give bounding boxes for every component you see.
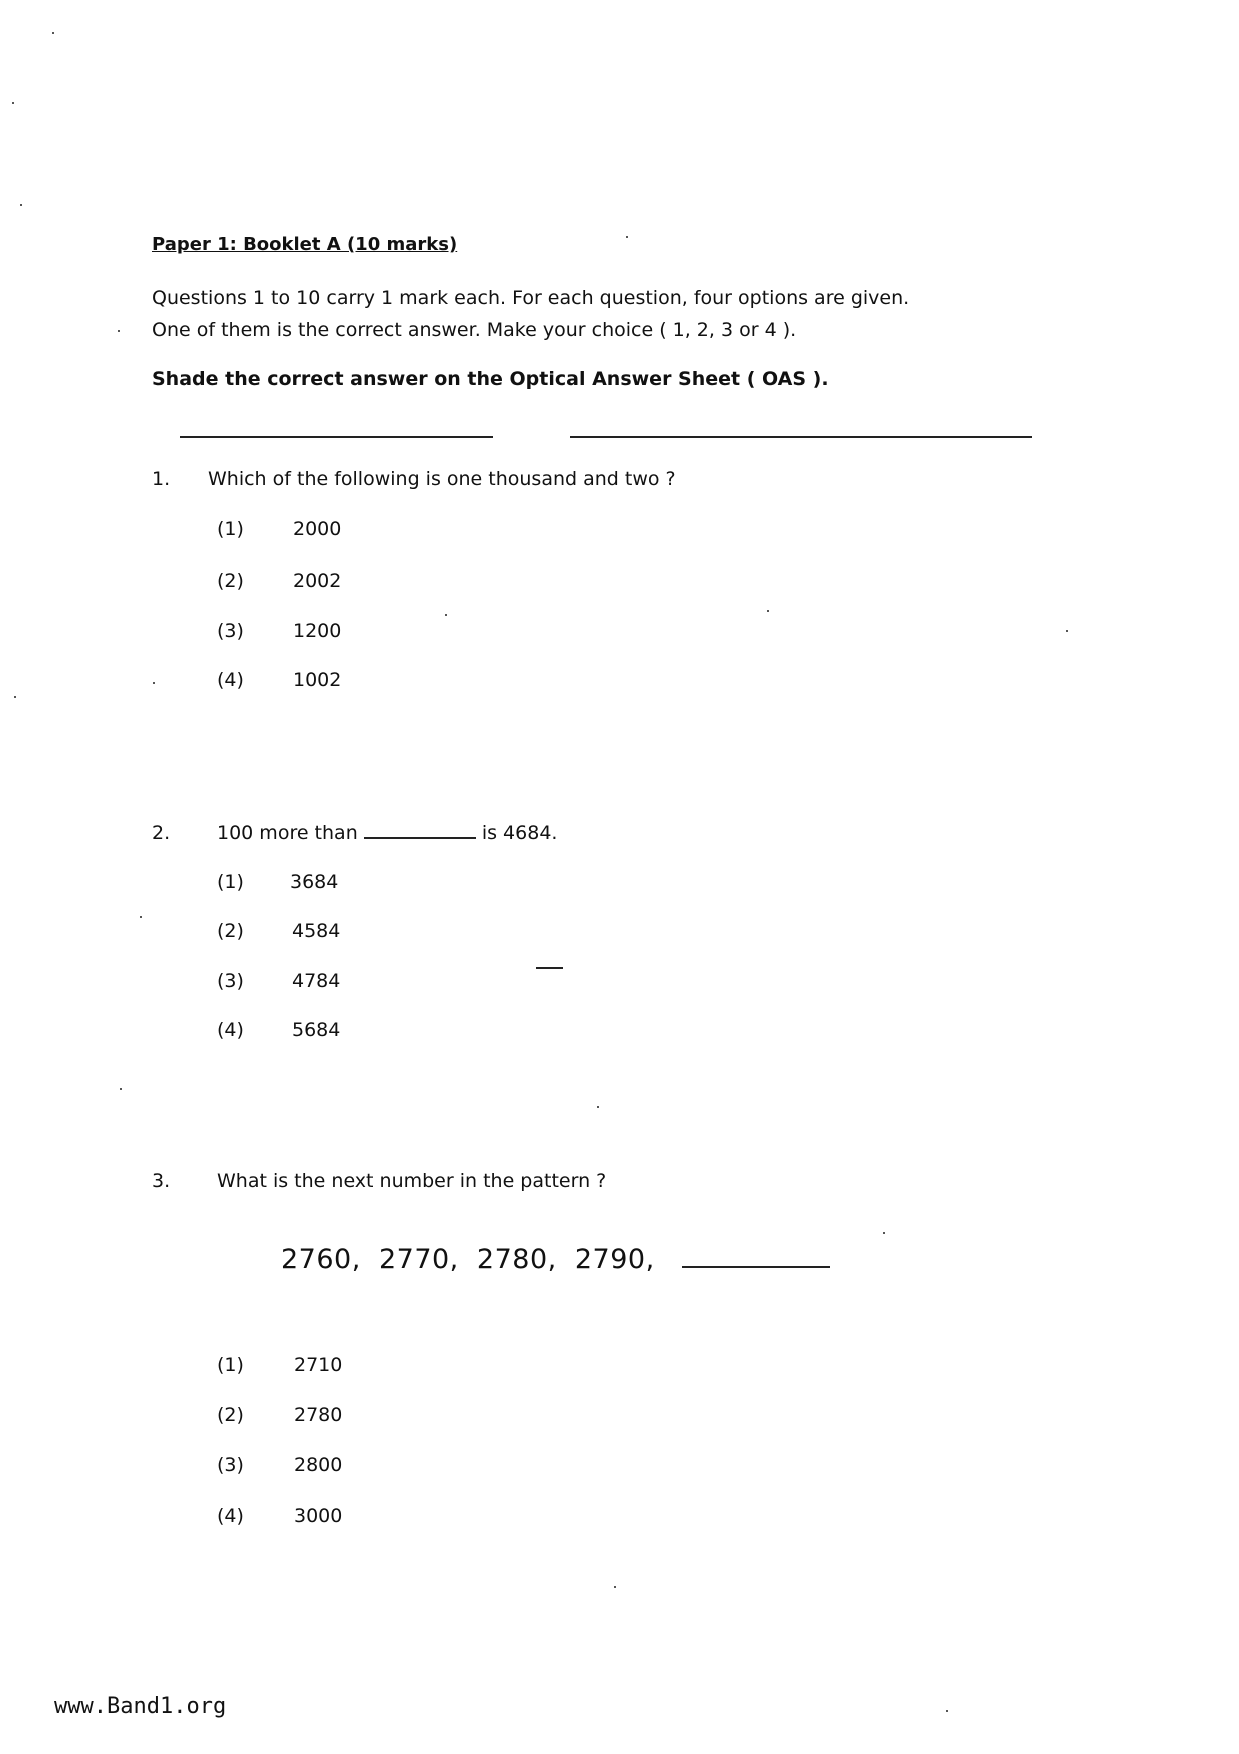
footer-watermark: www.Band1.org [54, 1694, 227, 1719]
option-label: (1) [217, 871, 244, 893]
option-label: (1) [217, 1354, 244, 1376]
instructions-line-1: Questions 1 to 10 carry 1 mark each. For… [152, 287, 910, 309]
option-value: 2800 [294, 1454, 343, 1476]
option-label: (2) [217, 570, 244, 592]
question-text: Which of the following is one thousand a… [208, 468, 676, 490]
option-label: (3) [217, 1454, 244, 1476]
option-value: 1002 [293, 669, 342, 691]
scan-speck [1066, 630, 1068, 632]
option-label: (4) [217, 1505, 244, 1527]
section-title: Paper 1: Booklet A (10 marks) [152, 234, 458, 255]
option-label: (2) [217, 1404, 244, 1426]
scan-speck [946, 1710, 948, 1712]
option-value: 4584 [292, 920, 341, 942]
answer-blank [363, 837, 476, 839]
option-value: 3000 [294, 1505, 343, 1527]
scan-speck [52, 32, 54, 34]
question-text: What is the next number in the pattern ? [217, 1170, 607, 1192]
option-label: (1) [217, 518, 244, 540]
scan-speck [883, 1232, 885, 1234]
divider-left [180, 436, 493, 438]
scan-speck [614, 1586, 616, 1588]
option-value: 2780 [294, 1404, 343, 1426]
stray-mark [536, 967, 563, 969]
option-value: 2710 [294, 1354, 343, 1376]
scan-speck [767, 610, 769, 612]
option-value: 4784 [292, 970, 341, 992]
number-pattern: 2760, 2770, 2780, 2790, [281, 1245, 830, 1275]
question-text-after: is 4684. [481, 822, 558, 844]
scan-speck [140, 916, 142, 918]
option-value: 3684 [290, 871, 339, 893]
scan-speck [445, 614, 447, 616]
scan-speck [626, 236, 628, 238]
option-value: 1200 [293, 620, 342, 642]
question-number: 2. [152, 822, 171, 844]
option-label: (3) [217, 970, 244, 992]
question-number: 1. [152, 468, 171, 490]
instructions-line-2: One of them is the correct answer. Make … [152, 319, 797, 341]
scan-speck [20, 204, 22, 206]
option-label: (3) [217, 620, 244, 642]
instructions-bold: Shade the correct answer on the Optical … [152, 368, 829, 390]
scan-speck [118, 330, 120, 332]
question-text-before: 100 more than [217, 822, 358, 844]
answer-blank [681, 1266, 830, 1268]
scan-speck [120, 1088, 122, 1090]
option-label: (4) [217, 1019, 244, 1041]
scan-speck [597, 1106, 599, 1108]
divider-right [570, 436, 1032, 438]
option-value: 2000 [293, 518, 342, 540]
option-value: 5684 [292, 1019, 341, 1041]
scan-speck [12, 102, 14, 104]
question-text: 100 more than is 4684. [217, 822, 557, 844]
option-label: (2) [217, 920, 244, 942]
option-value: 2002 [293, 570, 342, 592]
scan-speck [14, 696, 16, 698]
pattern-sequence: 2760, 2770, 2780, 2790, [281, 1244, 655, 1275]
question-number: 3. [152, 1170, 171, 1192]
option-label: (4) [217, 669, 244, 691]
scan-speck [153, 682, 155, 684]
